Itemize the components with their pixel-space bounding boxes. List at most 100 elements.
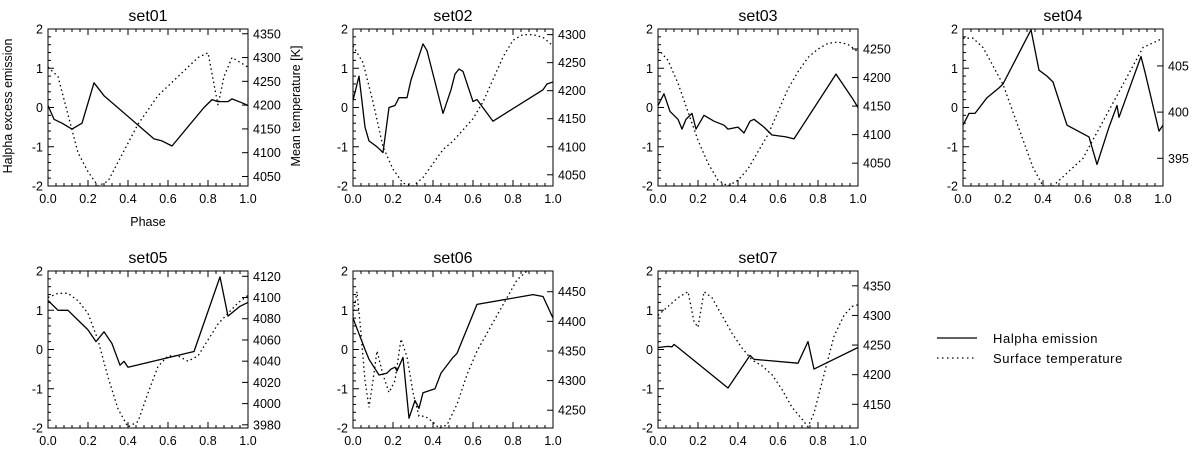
x-tick-label: 0.6 bbox=[464, 434, 481, 448]
x-tick-label: 0.8 bbox=[504, 434, 521, 448]
x-tick-label: 0.0 bbox=[649, 434, 666, 448]
temp-tick-label: 4300 bbox=[558, 28, 586, 42]
temp-tick-label: 4000 bbox=[253, 397, 281, 411]
y-tick-label: 1 bbox=[36, 304, 43, 318]
y-tick-label: 2 bbox=[341, 265, 348, 279]
plot-frame bbox=[657, 28, 859, 187]
y-tick-label: -1 bbox=[337, 382, 348, 396]
x-tick-label: 0.4 bbox=[424, 192, 441, 206]
x-tick-label: 0.0 bbox=[39, 434, 56, 448]
x-tick-label: 0.8 bbox=[199, 434, 216, 448]
panel-title: set03 bbox=[738, 8, 777, 25]
temperature-series-line bbox=[658, 41, 858, 186]
y-tick-label: -1 bbox=[32, 382, 43, 396]
temp-tick-label: 4150 bbox=[863, 398, 891, 412]
x-tick-label: 0.6 bbox=[159, 434, 176, 448]
y-axis-label-right: Mean temperature [K] bbox=[289, 46, 303, 167]
y-tick-label: 0 bbox=[36, 101, 43, 115]
temp-tick-label: 4350 bbox=[863, 279, 891, 293]
x-tick-label: 1.0 bbox=[239, 434, 256, 448]
temp-tick-label: 4250 bbox=[558, 56, 586, 70]
x-tick-label: 0.6 bbox=[464, 192, 481, 206]
temp-tick-label: 3980 bbox=[253, 418, 281, 432]
temp-tick-label: 4150 bbox=[253, 122, 281, 136]
temp-tick-label: 4300 bbox=[863, 309, 891, 323]
temp-tick-label: 4400 bbox=[558, 315, 586, 329]
x-tick-label: 0.4 bbox=[729, 192, 746, 206]
panels-layer: set01 0.0 0.2 0.4 0.6 0.8 1.0 -2 -1 0 1 2 4050 4100 41… bbox=[32, 8, 1189, 448]
temp-tick-label: 395 bbox=[1168, 152, 1189, 166]
x-tick-label: 0.4 bbox=[119, 434, 136, 448]
temp-tick-label: 4350 bbox=[253, 27, 281, 41]
temp-tick-label: 4100 bbox=[253, 291, 281, 305]
temperature-series-line bbox=[353, 33, 553, 186]
panel-title: set02 bbox=[433, 8, 472, 25]
plot-frame bbox=[47, 28, 249, 187]
panel-title: set01 bbox=[128, 8, 167, 25]
temp-tick-label: 4150 bbox=[558, 112, 586, 126]
panel-set04: set04 0.0 0.2 0.4 0.6 0.8 1.0 -2 -1 0 1 2 395 400 405 bbox=[947, 8, 1189, 206]
y-tick-label: -2 bbox=[642, 180, 653, 194]
y-tick-label: -2 bbox=[337, 180, 348, 194]
x-tick-label: 0.2 bbox=[384, 434, 401, 448]
panel-title: set07 bbox=[738, 250, 777, 267]
panel-title: set06 bbox=[433, 250, 472, 267]
x-tick-label: 0.0 bbox=[39, 192, 56, 206]
halpha-series-line bbox=[658, 340, 858, 389]
x-tick-label: 0.2 bbox=[994, 192, 1011, 206]
y-tick-label: -1 bbox=[337, 140, 348, 154]
panel-set02: set02 0.0 0.2 0.4 0.6 0.8 1.0 -2 -1 0 1 2 4050 4100 41… bbox=[337, 8, 586, 206]
temp-tick-label: 4250 bbox=[863, 339, 891, 353]
y-tick-label: 1 bbox=[646, 62, 653, 76]
y-tick-label: 1 bbox=[36, 62, 43, 76]
halpha-series-line bbox=[353, 43, 553, 154]
temp-tick-label: 4200 bbox=[558, 84, 586, 98]
temp-tick-label: 4100 bbox=[863, 128, 891, 142]
y-tick-label: 2 bbox=[951, 23, 958, 37]
y-tick-label: -2 bbox=[642, 422, 653, 436]
temp-tick-label: 4200 bbox=[863, 71, 891, 85]
y-tick-label: -1 bbox=[642, 140, 653, 154]
x-tick-label: 0.8 bbox=[504, 192, 521, 206]
legend-label-temperature: Surface temperature bbox=[993, 351, 1123, 366]
y-tick-label: 2 bbox=[646, 265, 653, 279]
temp-tick-label: 4050 bbox=[863, 157, 891, 171]
temp-tick-label: 4200 bbox=[863, 368, 891, 382]
x-tick-label: 0.6 bbox=[159, 192, 176, 206]
y-tick-label: -2 bbox=[337, 422, 348, 436]
x-tick-label: 1.0 bbox=[1154, 192, 1171, 206]
panel-title: set05 bbox=[128, 250, 167, 267]
halpha-series-line bbox=[963, 29, 1163, 166]
y-tick-label: 1 bbox=[951, 62, 958, 76]
x-tick-label: 0.4 bbox=[424, 434, 441, 448]
panel-set01: set01 0.0 0.2 0.4 0.6 0.8 1.0 -2 -1 0 1 2 4050 4100 41… bbox=[32, 8, 281, 206]
panel-set03: set03 0.0 0.2 0.4 0.6 0.8 1.0 -2 -1 0 1 2 4050 4100 41… bbox=[642, 8, 891, 206]
x-tick-label: 1.0 bbox=[544, 192, 561, 206]
x-tick-label: 0.2 bbox=[689, 434, 706, 448]
x-tick-label: 0.8 bbox=[809, 434, 826, 448]
temp-tick-label: 4350 bbox=[558, 344, 586, 358]
temp-tick-label: 4050 bbox=[558, 168, 586, 182]
halpha-series-line bbox=[48, 276, 248, 368]
temp-tick-label: 4080 bbox=[253, 312, 281, 326]
x-tick-label: 0.4 bbox=[1034, 192, 1051, 206]
y-tick-label: 2 bbox=[646, 23, 653, 37]
x-tick-label: 1.0 bbox=[849, 192, 866, 206]
temp-tick-label: 400 bbox=[1168, 106, 1189, 120]
temp-tick-label: 4450 bbox=[558, 285, 586, 299]
y-tick-label: 2 bbox=[36, 265, 43, 279]
y-tick-label: 1 bbox=[341, 304, 348, 318]
x-tick-label: 0.6 bbox=[1074, 192, 1091, 206]
temp-tick-label: 4040 bbox=[253, 355, 281, 369]
y-tick-label: 0 bbox=[646, 101, 653, 115]
x-tick-label: 0.8 bbox=[809, 192, 826, 206]
x-axis-label: Phase bbox=[130, 215, 165, 229]
temp-tick-label: 4250 bbox=[253, 75, 281, 89]
x-tick-label: 0.4 bbox=[119, 192, 136, 206]
x-tick-label: 0.0 bbox=[344, 192, 361, 206]
y-tick-label: 2 bbox=[341, 23, 348, 37]
temp-tick-label: 4300 bbox=[558, 374, 586, 388]
halpha-series-line bbox=[658, 73, 858, 140]
y-tick-label: -2 bbox=[32, 422, 43, 436]
panel-title: set04 bbox=[1043, 8, 1082, 25]
